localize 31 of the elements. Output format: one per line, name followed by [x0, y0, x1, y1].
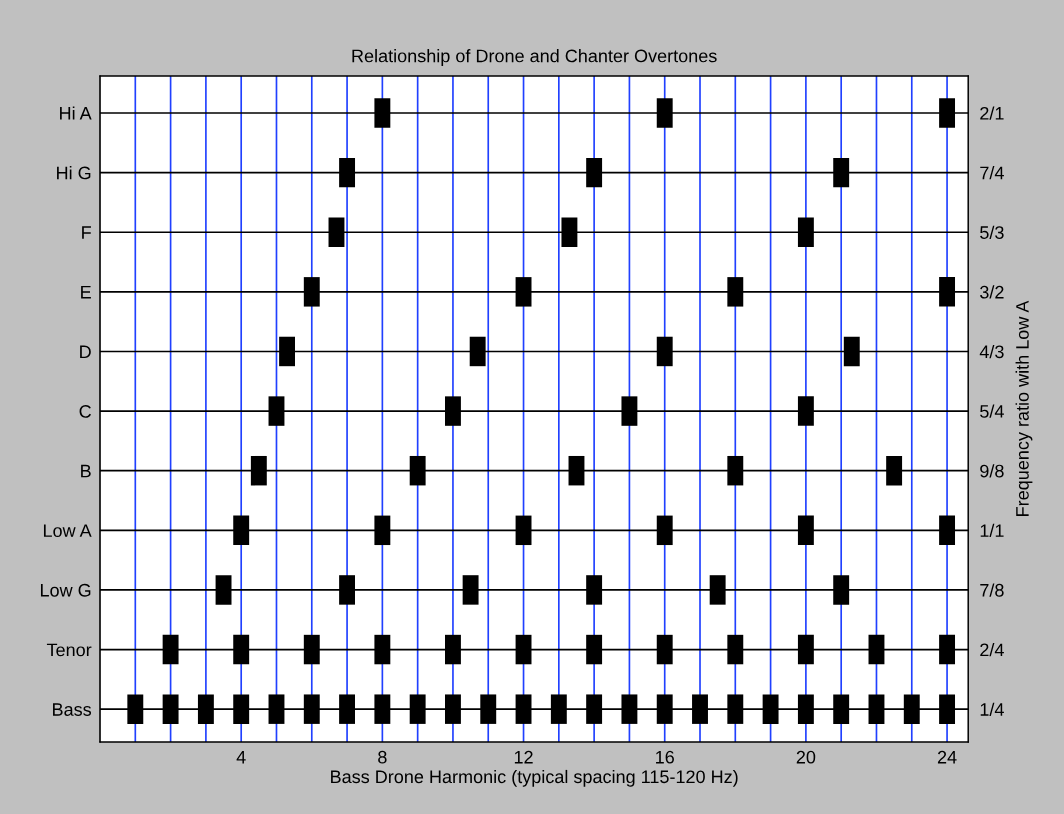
x-tick-label: 24 — [937, 750, 957, 764]
y-tick-label: D — [80, 345, 91, 359]
y2-tick-label: 1/4 — [980, 702, 1004, 716]
y-tick-label: Low A — [43, 524, 92, 538]
y-tick-label: E — [81, 285, 91, 299]
y-tick-label: Tenor — [46, 643, 92, 657]
x-tick-label: 16 — [656, 750, 674, 764]
y-tick-label: F — [82, 226, 91, 239]
y2-tick-label: 5/3 — [980, 225, 1004, 239]
y2-tick-label: 7/8 — [980, 583, 1004, 597]
x-tick-label: 8 — [378, 750, 387, 764]
y-tick-label: B — [81, 464, 91, 478]
x-tick-label: 12 — [514, 750, 533, 764]
y-tick-label: Low G — [40, 583, 91, 597]
y2-tick-label: 5/4 — [980, 404, 1004, 418]
y2-tick-label: 1/1 — [980, 523, 1004, 538]
y2-tick-label: 9/8 — [980, 464, 1004, 478]
x-axis-title: Bass Drone Harmonic (typical spacing 115-120 Hz) — [331, 769, 738, 787]
y-tick-label: C — [79, 405, 91, 418]
x-tick-label: 20 — [796, 750, 816, 764]
y2-tick-label: 7/4 — [980, 166, 1004, 180]
y-tick-label: Hi A — [60, 106, 92, 120]
y2-tick-label: 2/1 — [980, 106, 1004, 120]
chart-title: Relationship of Drone and Chanter Overtones — [352, 49, 717, 66]
y2-tick-label: 4/3 — [979, 344, 1004, 359]
y2-tick-label: 2/4 — [980, 643, 1004, 657]
x-tick-label: 4 — [236, 750, 246, 764]
y-tick-label: Bass — [53, 703, 92, 716]
y2-tick-label: 3/2 — [980, 285, 1004, 299]
y-tick-label: Hi G — [57, 166, 91, 180]
y2-axis-title: Frequency ratio with Low A — [1015, 300, 1033, 516]
